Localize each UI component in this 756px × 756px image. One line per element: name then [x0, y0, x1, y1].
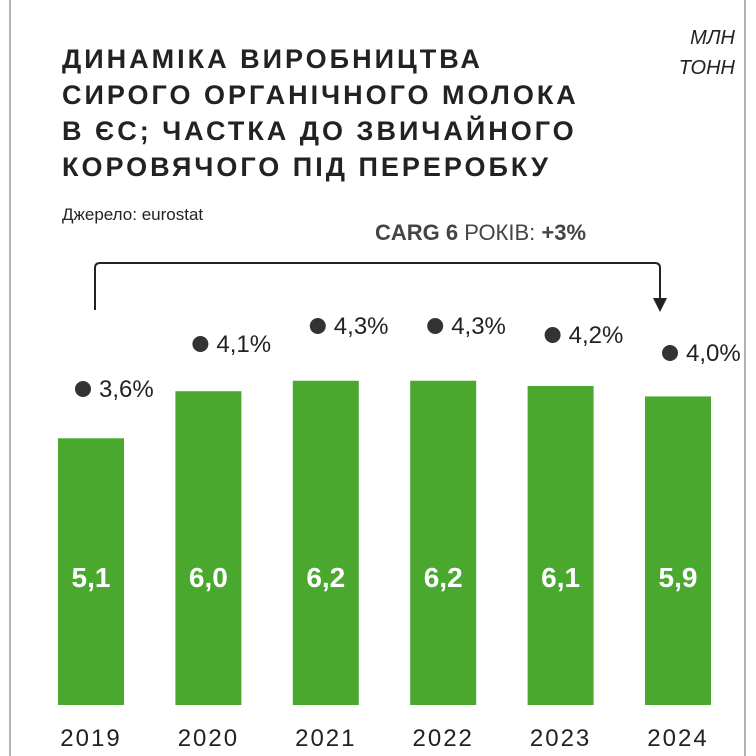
- chart-title: СИРОГО ОРГАНІЧНОГО МОЛОКА: [62, 80, 579, 110]
- bar-label: 6,1: [541, 562, 580, 593]
- share-label: 4,0%: [686, 340, 741, 367]
- bar: [292, 380, 359, 705]
- share-label: 3,6%: [99, 376, 154, 403]
- bar-label: 6,2: [306, 562, 345, 593]
- bar: [58, 438, 124, 705]
- bar: [527, 385, 594, 705]
- share-dot: [75, 381, 91, 397]
- share-label: 4,1%: [216, 331, 271, 358]
- bar-label: 6,0: [189, 562, 228, 593]
- share-dot: [662, 345, 678, 361]
- bracket: [94, 262, 661, 310]
- chart-title: КОРОВЯЧОГО ПІД ПЕРЕРОБКУ: [62, 152, 551, 182]
- x-tick-label: 2020: [178, 725, 239, 752]
- share-dot: [427, 318, 444, 334]
- bar-label: 6,2: [424, 562, 463, 593]
- bar: [410, 380, 477, 705]
- bar: [175, 391, 242, 705]
- x-tick-label: 2023: [530, 725, 591, 752]
- unit: ТОНН: [679, 57, 736, 79]
- annotation-part: РОКІВ:: [464, 220, 535, 245]
- bar-label: 5,9: [659, 562, 698, 593]
- chart-title: ДИНАМІКА ВИРОБНИЦТВА: [62, 44, 483, 74]
- share-label: 4,3%: [334, 313, 389, 340]
- source: Джерело: eurostat: [62, 205, 203, 224]
- annotation-part: +3%: [541, 220, 586, 245]
- x-tick-label: 2024: [647, 725, 708, 752]
- arrowhead: [653, 298, 667, 312]
- share-dot: [309, 318, 326, 334]
- share-label: 4,2%: [569, 322, 624, 349]
- unit: МЛН: [690, 27, 735, 49]
- annotation-part: CARG 6: [375, 220, 458, 245]
- x-tick-label: 2021: [295, 725, 356, 752]
- chart-title: В ЄС; ЧАСТКА ДО ЗВИЧАЙНОГО: [62, 115, 577, 146]
- share-dot: [192, 336, 209, 352]
- x-tick-label: 2019: [60, 725, 121, 752]
- share-label: 4,3%: [451, 313, 506, 340]
- bar: [645, 396, 711, 705]
- x-tick-label: 2022: [413, 725, 474, 752]
- annotation: CARG 6 РОКІВ: +3%: [375, 220, 586, 245]
- bar-label: 5,1: [72, 562, 111, 593]
- share-dot: [544, 327, 561, 343]
